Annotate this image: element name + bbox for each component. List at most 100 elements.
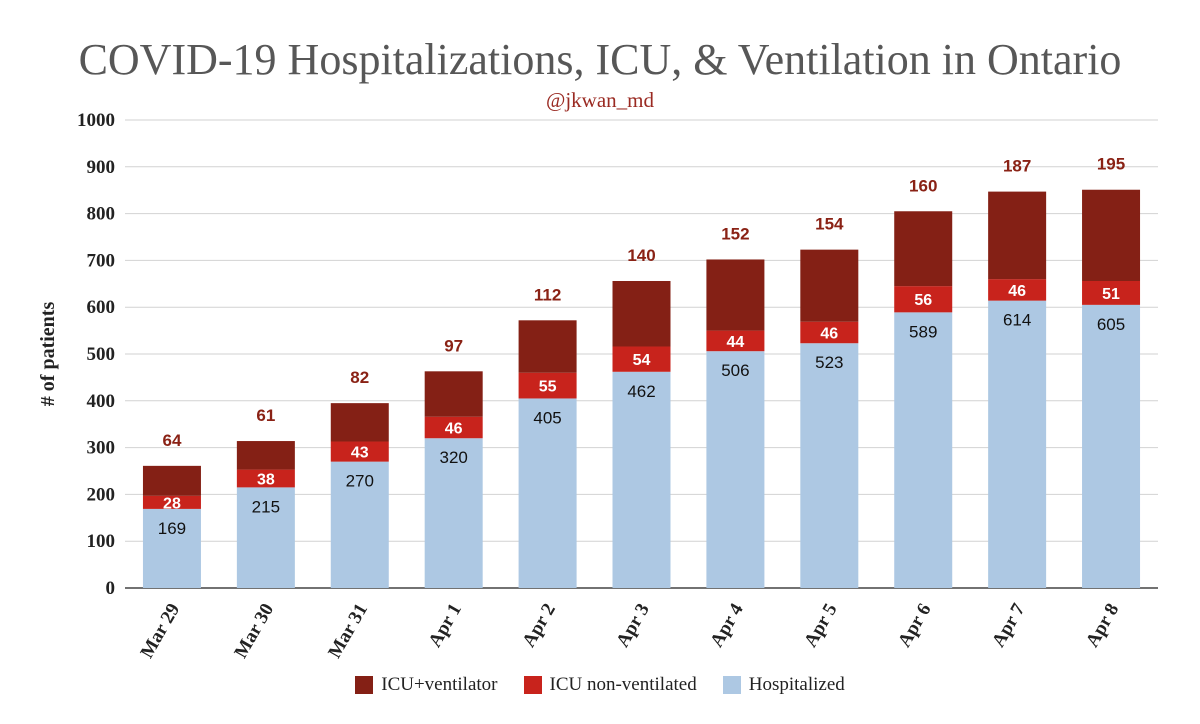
bar-icu-ventilator xyxy=(142,465,201,496)
bar-icu-non-ventilated xyxy=(706,330,765,352)
legend-label-icu: ICU non-ventilated xyxy=(549,674,697,695)
data-label-icu: 56 xyxy=(914,292,932,309)
data-label-ventilator: 82 xyxy=(350,368,369,387)
chart-title: COVID-19 Hospitalizations, ICU, & Ventil… xyxy=(78,35,1122,84)
chart-subtitle: @jkwan_md xyxy=(546,88,654,112)
legend-swatch-icu xyxy=(523,676,542,694)
y-tick-label: 900 xyxy=(87,157,116,178)
bar-hospitalized xyxy=(424,438,483,588)
y-tick-label: 300 xyxy=(87,438,116,459)
y-tick-label: 0 xyxy=(106,578,116,599)
data-label-icu: 55 xyxy=(539,379,557,396)
bar-icu-non-ventilated xyxy=(236,469,295,488)
data-label-ventilator: 160 xyxy=(909,176,937,195)
data-label-ventilator: 112 xyxy=(534,285,561,304)
data-label-hospitalized: 270 xyxy=(346,472,374,491)
bar-icu-non-ventilated xyxy=(612,346,671,372)
y-tick-label: 700 xyxy=(87,250,116,271)
y-tick-label: 800 xyxy=(87,204,116,225)
legend-item-ventilator: ICU+ventilator xyxy=(355,674,498,696)
bar-icu-non-ventilated xyxy=(330,441,389,462)
x-tick-label: Mar 29 xyxy=(136,600,184,662)
data-label-icu: 44 xyxy=(727,334,745,351)
stacked-bar-chart: 0 100 200 300 400 500 600 700 800 900 1000 # of pat… xyxy=(37,110,1158,662)
bar-hospitalized xyxy=(236,487,295,588)
bar-icu-non-ventilated xyxy=(800,321,859,344)
bar-icu-non-ventilated xyxy=(894,286,953,313)
bar-icu-ventilator xyxy=(894,211,953,287)
bar-icu-non-ventilated xyxy=(988,279,1047,301)
data-label-ventilator: 152 xyxy=(721,224,749,243)
legend-item-hospitalized: Hospitalized xyxy=(722,674,845,696)
data-label-ventilator: 154 xyxy=(815,215,844,234)
x-tick-label: Mar 31 xyxy=(324,600,372,662)
bar-icu-non-ventilated xyxy=(142,495,201,509)
data-label-hospitalized: 405 xyxy=(533,408,561,427)
x-tick-label: Mar 30 xyxy=(230,600,278,662)
y-axis-label: # of patients xyxy=(37,302,59,407)
data-label-ventilator: 97 xyxy=(444,336,463,355)
x-tick-label: Apr 1 xyxy=(425,600,467,651)
data-label-icu: 51 xyxy=(1102,286,1120,303)
y-tick-label: 400 xyxy=(87,391,116,412)
data-label-hospitalized: 614 xyxy=(1003,311,1031,330)
y-tick-label: 1000 xyxy=(77,110,115,131)
data-label-hospitalized: 462 xyxy=(627,382,655,401)
x-tick-label: Apr 5 xyxy=(800,600,842,651)
bar-hospitalized xyxy=(518,398,577,588)
data-label-hospitalized: 320 xyxy=(439,448,467,467)
data-label-icu: 43 xyxy=(351,445,369,462)
data-label-icu: 46 xyxy=(1008,283,1026,300)
x-tick-label: Apr 3 xyxy=(612,600,654,651)
bar-icu-non-ventilated xyxy=(1082,280,1141,305)
bar-hospitalized xyxy=(612,371,671,588)
x-tick-label: Apr 8 xyxy=(1082,600,1124,651)
data-label-icu: 38 xyxy=(257,471,275,488)
data-label-icu: 46 xyxy=(445,420,463,437)
data-label-hospitalized: 169 xyxy=(158,519,186,538)
bar-icu-ventilator xyxy=(236,441,295,470)
bar-hospitalized xyxy=(800,343,859,588)
bar-icu-ventilator xyxy=(1082,189,1141,281)
data-label-ventilator: 61 xyxy=(256,406,275,425)
data-label-ventilator: 195 xyxy=(1097,155,1125,174)
bar-hospitalized xyxy=(1082,304,1141,588)
x-tick-label: Apr 6 xyxy=(894,600,936,651)
data-label-ventilator: 64 xyxy=(162,431,181,450)
y-tick-label: 200 xyxy=(87,484,116,505)
bar-icu-non-ventilated xyxy=(424,416,483,439)
x-tick-label: Apr 2 xyxy=(518,600,560,651)
bar-icu-ventilator xyxy=(330,403,389,442)
data-label-hospitalized: 215 xyxy=(252,497,280,516)
bar-icu-ventilator xyxy=(800,249,859,322)
bar-icu-ventilator xyxy=(518,320,577,373)
data-label-ventilator: 187 xyxy=(1003,157,1031,176)
legend-label-ventilator: ICU+ventilator xyxy=(381,674,498,695)
bar-icu-ventilator xyxy=(706,259,765,331)
y-tick-label: 600 xyxy=(87,297,116,318)
legend: ICU+ventilator ICU non-ventilated Hospit… xyxy=(0,674,1200,696)
data-label-hospitalized: 605 xyxy=(1097,315,1125,334)
data-label-icu: 54 xyxy=(633,352,651,369)
bar-icu-ventilator xyxy=(424,371,483,417)
bar-hospitalized xyxy=(988,300,1047,588)
y-tick-label: 500 xyxy=(87,344,116,365)
legend-item-icu: ICU non-ventilated xyxy=(523,674,697,696)
bar-hospitalized xyxy=(142,508,201,588)
x-tick-label: Apr 7 xyxy=(988,600,1030,651)
bar-hospitalized xyxy=(894,312,953,588)
data-label-hospitalized: 523 xyxy=(815,353,843,372)
bar-icu-ventilator xyxy=(612,280,671,347)
bar-hospitalized xyxy=(706,351,765,588)
legend-swatch-hospitalized xyxy=(722,676,741,694)
data-label-hospitalized: 589 xyxy=(909,322,937,341)
data-label-ventilator: 140 xyxy=(627,246,655,265)
legend-swatch-ventilator xyxy=(355,676,374,694)
data-label-icu: 46 xyxy=(820,325,838,342)
bar-icu-non-ventilated xyxy=(518,372,577,399)
data-label-hospitalized: 506 xyxy=(721,361,749,380)
data-label-icu: 28 xyxy=(163,495,181,512)
y-tick-label: 100 xyxy=(87,531,116,552)
bar-icu-ventilator xyxy=(988,191,1047,280)
bar-hospitalized xyxy=(330,461,389,588)
